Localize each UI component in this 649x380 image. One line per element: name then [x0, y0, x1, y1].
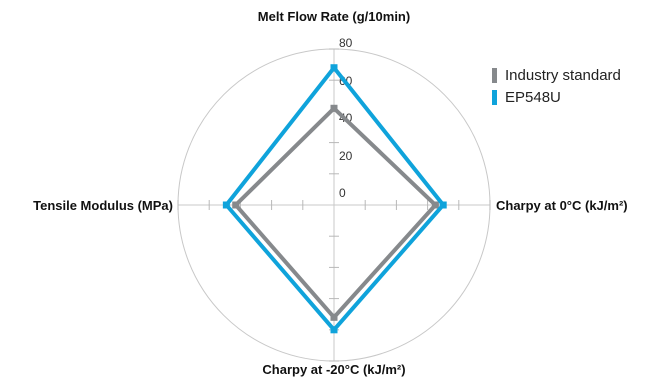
data-point-ep548u	[330, 64, 338, 72]
series-ep548u	[222, 64, 447, 334]
legend-item-industry-standard: Industry standard	[492, 64, 621, 86]
axis-label-melt-flow-rate: Melt Flow Rate (g/10min)	[258, 9, 410, 24]
legend-label: Industry standard	[505, 66, 621, 84]
axis-label-charpy-0c: Charpy at 0°C (kJ/m²)	[496, 198, 628, 213]
tick-label: 80	[339, 36, 353, 50]
radar-axes	[178, 49, 490, 361]
tick-label: 0	[339, 186, 346, 200]
radar-axis-labels: Melt Flow Rate (g/10min) Charpy at 0°C (…	[33, 9, 628, 377]
legend-item-ep548u: EP548U	[492, 86, 621, 108]
axis-label-tensile-modulus: Tensile Modulus (MPa)	[33, 198, 173, 213]
radar-series	[222, 64, 447, 334]
data-point-industry-standard	[232, 201, 240, 209]
data-point-ep548u	[222, 201, 230, 209]
legend-swatch	[492, 89, 497, 105]
data-point-industry-standard	[330, 313, 338, 321]
data-point-industry-standard	[330, 104, 338, 112]
series-industry-standard	[232, 104, 439, 321]
series-line-industry-standard	[232, 105, 439, 321]
legend-label: EP548U	[505, 88, 561, 106]
data-point-ep548u	[439, 201, 447, 209]
legend-swatch	[492, 67, 497, 83]
tick-label: 20	[339, 149, 353, 163]
axis-label-charpy-minus-20c: Charpy at -20°C (kJ/m²)	[262, 362, 405, 377]
legend: Industry standard EP548U	[492, 64, 621, 108]
data-point-industry-standard	[431, 201, 439, 209]
data-point-ep548u	[330, 326, 338, 334]
